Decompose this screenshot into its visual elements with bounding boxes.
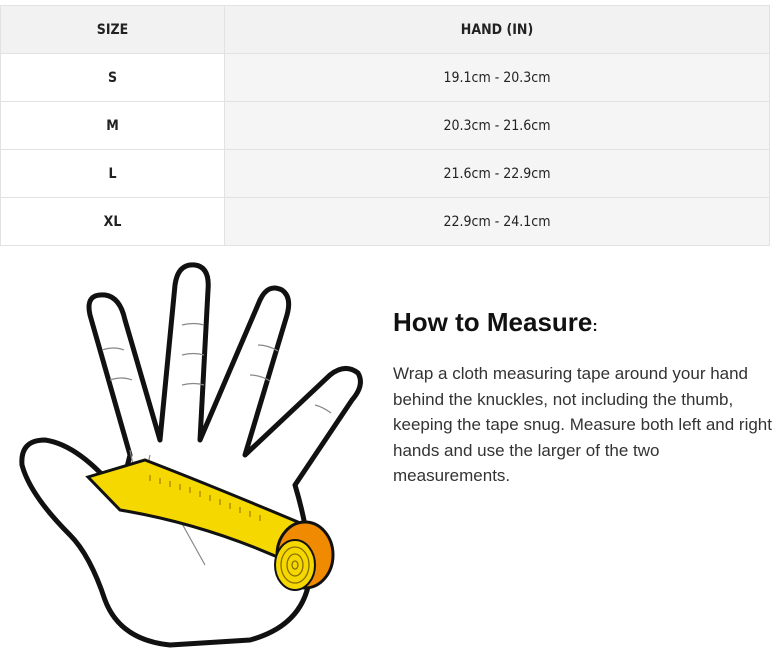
table-header-row: SIZE HAND (IN) xyxy=(0,5,770,54)
range-cell: 19.1cm - 20.3cm xyxy=(224,53,770,102)
size-cell: L xyxy=(0,149,225,198)
header-hand: HAND (IN) xyxy=(224,5,770,54)
range-cell: 22.9cm - 24.1cm xyxy=(224,197,770,246)
range-cell: 20.3cm - 21.6cm xyxy=(224,101,770,150)
size-cell: XL xyxy=(0,197,225,246)
header-size: SIZE xyxy=(0,5,225,54)
range-cell: 21.6cm - 22.9cm xyxy=(224,149,770,198)
size-cell: M xyxy=(0,101,225,150)
table-row: XL 22.9cm - 24.1cm xyxy=(0,197,770,246)
table-row: S 19.1cm - 20.3cm xyxy=(0,53,770,102)
title-text: How to Measure xyxy=(393,307,593,337)
how-to-measure-title: How to Measure: xyxy=(393,307,598,338)
size-cell: S xyxy=(0,53,225,102)
how-to-measure-text: Wrap a cloth measuring tape around your … xyxy=(393,364,772,485)
table-row: L 21.6cm - 22.9cm xyxy=(0,149,770,198)
hand-measuring-illustration xyxy=(19,262,363,648)
size-chart-table: SIZE HAND (IN) S 19.1cm - 20.3cm M 20.3cm … xyxy=(0,5,770,246)
title-colon: : xyxy=(592,318,598,335)
table-row: M 20.3cm - 21.6cm xyxy=(0,101,770,150)
